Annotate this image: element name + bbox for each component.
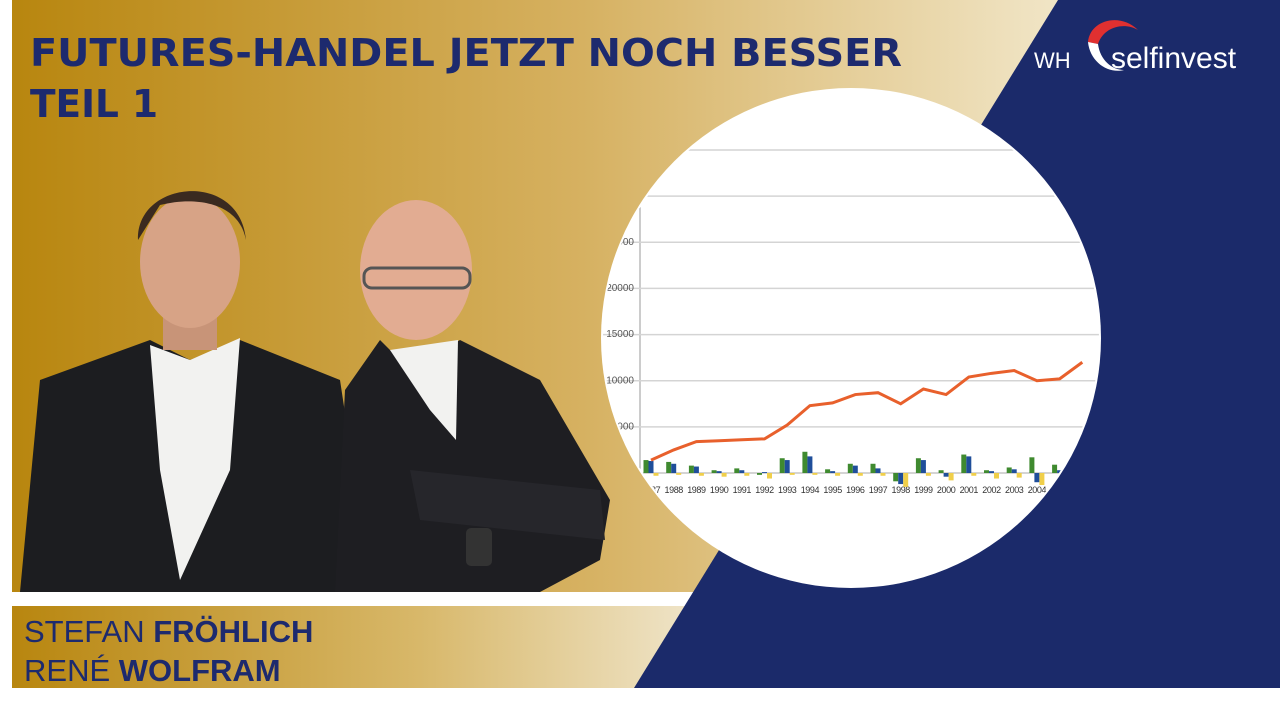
x-tick-label: 2003 (1005, 485, 1024, 495)
bar (1057, 470, 1063, 473)
x-tick-label: 1996 (846, 485, 865, 495)
x-tick-label: 1991 (733, 485, 752, 495)
bar (989, 471, 994, 473)
bar (915, 458, 921, 473)
bar (648, 461, 654, 473)
bar (812, 473, 818, 475)
x-tick-label: 1992 (755, 485, 774, 495)
bar (688, 465, 694, 473)
bar (671, 463, 677, 473)
bar (852, 465, 858, 473)
bar (1011, 469, 1017, 473)
x-tick-label: 1998 (891, 485, 910, 495)
bar (920, 460, 926, 473)
title-line: FUTURES-HANDEL JETZT NOCH BESSER (30, 31, 902, 75)
x-tick-label: 1989 (687, 485, 706, 495)
x-tick-label: 2001 (960, 485, 979, 495)
bar (880, 473, 886, 476)
bar (943, 473, 949, 477)
bar (847, 463, 853, 473)
x-tick-label: 2000 (937, 485, 956, 495)
y-tick-label: 15000 (606, 329, 634, 340)
bar (698, 473, 704, 476)
bar (825, 469, 831, 473)
first-name: RENÉ (24, 653, 110, 688)
bar (734, 468, 740, 473)
bar (802, 451, 808, 473)
logo-prefix: WH (1034, 48, 1071, 73)
bar (643, 460, 649, 473)
bar (971, 473, 977, 476)
bar (1052, 464, 1058, 473)
y-tick-label: 10000 (606, 375, 634, 386)
bar (925, 473, 931, 476)
bar (1029, 457, 1035, 473)
bar (1006, 467, 1012, 473)
logo-name: selfinvest (1111, 42, 1237, 75)
y-tick-label: 5000 (612, 421, 635, 432)
x-tick-label: 1999 (914, 485, 933, 495)
bar (807, 456, 813, 473)
bar (961, 454, 967, 473)
bar (830, 471, 836, 473)
x-tick-label: 1988 (664, 485, 683, 495)
bar (757, 473, 762, 475)
presenter-photo (20, 191, 372, 592)
logo-swirl (1088, 42, 1124, 71)
bar (1034, 473, 1040, 483)
logo: WH selfinvest (1034, 20, 1237, 75)
bar (835, 473, 841, 476)
bar (903, 473, 909, 487)
presenter-name: RENÉ WOLFRAM (24, 653, 281, 688)
bar (984, 470, 989, 473)
line (650, 361, 1084, 462)
bar (693, 466, 699, 473)
x-tick-label: 2004 (1028, 485, 1047, 495)
bar (893, 473, 899, 482)
logo-swirl (1088, 20, 1138, 44)
bar (666, 461, 672, 473)
bar (898, 473, 904, 485)
bar (762, 472, 767, 473)
bar (994, 473, 999, 479)
presenter-name: STEFAN FRÖHLICH (24, 614, 313, 649)
x-tick-label: 1997 (869, 485, 888, 495)
bar (938, 470, 944, 473)
bar (948, 473, 954, 481)
bar (875, 468, 881, 473)
name-banner (12, 606, 692, 688)
bar (653, 473, 659, 476)
bar (1016, 473, 1022, 478)
x-tick-label: 1994 (801, 485, 820, 495)
bar (711, 470, 717, 473)
bar (721, 473, 727, 477)
bar (767, 473, 772, 479)
title-line: TEIL 1 (30, 82, 158, 126)
y-tick-label: 20000 (606, 283, 634, 294)
bar (870, 463, 876, 473)
first-name: STEFAN (24, 614, 145, 649)
bar (1039, 473, 1045, 485)
chart-bubble (601, 88, 1101, 588)
bar (966, 456, 972, 473)
presenter-photo (335, 200, 610, 592)
bar (779, 458, 785, 473)
bar (676, 473, 682, 475)
bar (716, 471, 722, 473)
bar (789, 473, 795, 475)
last-name: FRÖHLICH (153, 614, 313, 649)
bar (744, 473, 750, 476)
x-tick-label: 1993 (778, 485, 797, 495)
bar (784, 460, 790, 473)
x-tick-label: 2002 (982, 485, 1001, 495)
last-name: WOLFRAM (119, 653, 281, 688)
bar (739, 470, 745, 473)
x-tick-label: 1995 (823, 485, 842, 495)
bar (857, 473, 863, 476)
x-tick-label: 1990 (710, 485, 729, 495)
